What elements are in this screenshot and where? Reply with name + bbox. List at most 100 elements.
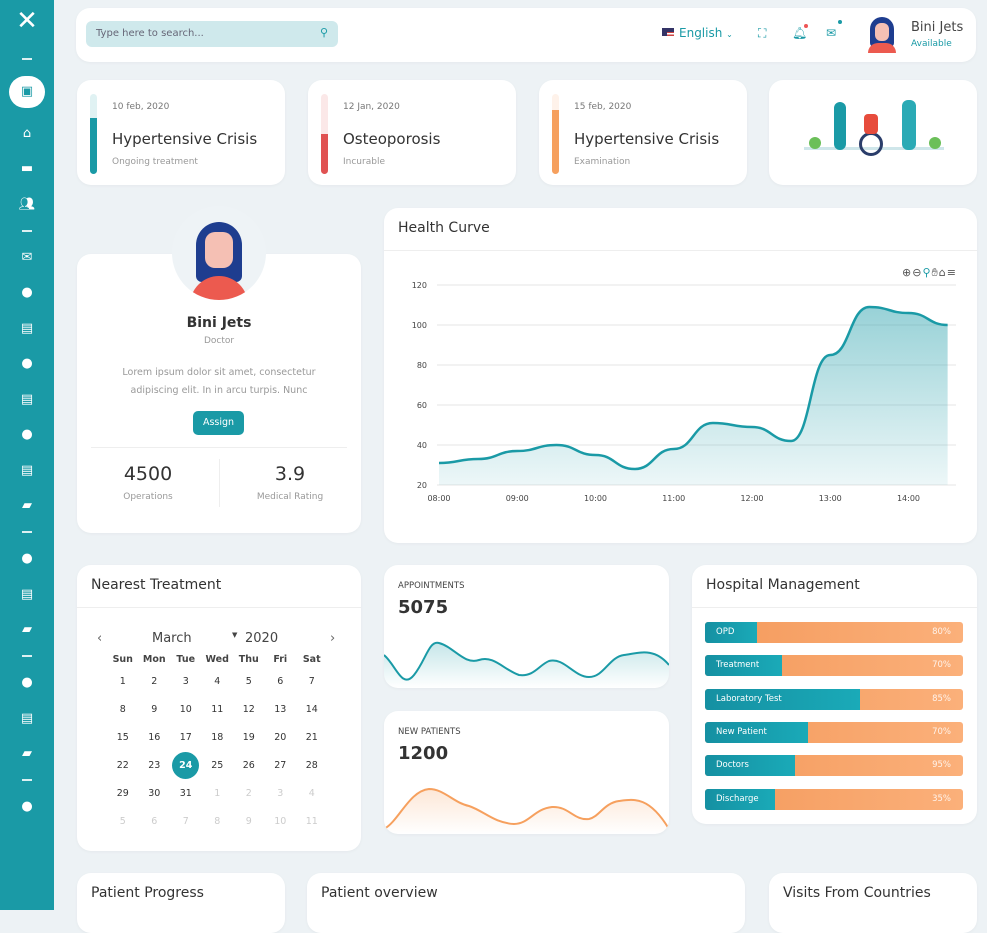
calendar-day[interactable]: 4: [296, 779, 328, 807]
sidebar-calendar-icon[interactable]: ▤: [20, 462, 34, 478]
stat-subtitle: Ongoing treatment: [112, 157, 198, 167]
management-bar: OPD 80%: [705, 622, 963, 643]
day-number: 6: [151, 815, 158, 827]
calendar-day[interactable]: 20: [265, 723, 297, 751]
health-area: [439, 307, 948, 485]
logo-icon[interactable]: ✕: [16, 6, 38, 36]
day-number: 26: [242, 759, 255, 771]
calendar-day[interactable]: 13: [265, 695, 297, 723]
next-month-button[interactable]: ›: [330, 631, 336, 646]
day-number: 21: [305, 731, 318, 743]
search-input[interactable]: Type here to search... ⚲: [86, 21, 338, 47]
calendar-day[interactable]: 10: [265, 807, 297, 835]
fullscreen-icon[interactable]: ⛶: [758, 26, 767, 40]
stat-card[interactable]: 10 feb, 2020 Hypertensive Crisis Ongoing…: [77, 80, 285, 185]
calendar-day[interactable]: 9: [139, 695, 171, 723]
top-bar: Type here to search... ⚲ English ⌄ ⛶ 🔔︎ ✉…: [76, 8, 976, 62]
pan-icon[interactable]: ✋︎: [931, 266, 939, 279]
language-select[interactable]: English ⌄: [662, 26, 733, 40]
calendar-day[interactable]: 2: [233, 779, 265, 807]
calendar-day[interactable]: 22: [107, 751, 139, 779]
calendar-day[interactable]: 28: [296, 751, 328, 779]
calendar-day[interactable]: 24: [170, 751, 202, 779]
sidebar-user-icon[interactable]: ●: [21, 799, 33, 814]
stat-card[interactable]: 15 feb, 2020 Hypertensive Crisis Examina…: [539, 80, 747, 185]
menu-icon[interactable]: ≡: [946, 266, 957, 279]
sidebar-hospital-icon[interactable]: ▣: [9, 75, 45, 108]
calendar-day[interactable]: 17: [170, 723, 202, 751]
calendar-day[interactable]: 19: [233, 723, 265, 751]
profile-avatar: [172, 206, 266, 300]
calendar-day[interactable]: 11: [296, 807, 328, 835]
day-number: 5: [119, 815, 126, 827]
calendar-day[interactable]: 8: [107, 695, 139, 723]
calendar-day[interactable]: 15: [107, 723, 139, 751]
avatar[interactable]: [868, 17, 896, 53]
selected-day[interactable]: 24: [172, 751, 200, 779]
day-number: 7: [182, 815, 189, 827]
sidebar-calendar-icon[interactable]: ▤: [20, 320, 34, 336]
mail-icon[interactable]: ✉: [826, 20, 842, 40]
bell-icon[interactable]: 🔔︎: [792, 24, 808, 40]
sidebar-calendar-icon[interactable]: ▤: [20, 586, 34, 602]
calendar-day[interactable]: 16: [139, 723, 171, 751]
calendar-day[interactable]: 21: [296, 723, 328, 751]
prev-month-button[interactable]: ‹: [97, 631, 103, 646]
assign-button[interactable]: Assign: [193, 411, 244, 435]
calendar-day[interactable]: 3: [265, 779, 297, 807]
year-input[interactable]: 2020: [245, 631, 279, 646]
sidebar-calendar-icon[interactable]: ▤: [20, 391, 34, 407]
zoom-out-icon[interactable]: ⊖: [912, 266, 923, 279]
calendar-day[interactable]: 26: [233, 751, 265, 779]
calendar-day[interactable]: 12: [233, 695, 265, 723]
calendar-day[interactable]: 18: [202, 723, 234, 751]
day-number: 2: [245, 787, 252, 799]
calendar-day[interactable]: 14: [296, 695, 328, 723]
sidebar-home-icon[interactable]: ⌂: [22, 125, 32, 141]
calendar-day[interactable]: 5: [107, 807, 139, 835]
calendar-day[interactable]: 6: [265, 667, 297, 695]
home-icon[interactable]: ⌂: [938, 266, 947, 279]
calendar-day[interactable]: 8: [202, 807, 234, 835]
management-percent: 70%: [932, 726, 951, 737]
sidebar-chat-icon[interactable]: ▰: [22, 746, 32, 761]
sidebar-user-icon[interactable]: ●: [21, 551, 33, 566]
calendar-day[interactable]: 29: [107, 779, 139, 807]
sidebar-user-icon[interactable]: ●: [21, 356, 33, 371]
sidebar-users-icon[interactable]: 👥︎: [18, 196, 36, 212]
calendar-day[interactable]: 25: [202, 751, 234, 779]
calendar-day[interactable]: 1: [107, 667, 139, 695]
calendar-day[interactable]: 9: [233, 807, 265, 835]
calendar-day[interactable]: 31: [170, 779, 202, 807]
search-zoom-icon[interactable]: ⚲: [922, 266, 932, 279]
sidebar-chat-icon[interactable]: ▰: [22, 622, 32, 637]
zoom-in-icon[interactable]: ⊕: [902, 266, 913, 279]
calendar-day[interactable]: 30: [139, 779, 171, 807]
sidebar-mail-icon[interactable]: ✉: [21, 249, 33, 265]
search-icon[interactable]: ⚲: [319, 26, 328, 39]
calendar-day[interactable]: 1: [202, 779, 234, 807]
management-label: Doctors: [716, 760, 749, 771]
sidebar-calendar-icon[interactable]: ▤: [20, 710, 34, 726]
calendar-day[interactable]: 23: [139, 751, 171, 779]
stat-card[interactable]: 12 Jan, 2020 Osteoporosis Incurable: [308, 80, 516, 185]
calendar-day[interactable]: 6: [139, 807, 171, 835]
calendar-day[interactable]: 3: [170, 667, 202, 695]
calendar-day[interactable]: 27: [265, 751, 297, 779]
month-select[interactable]: March: [152, 631, 192, 646]
calendar-day[interactable]: 4: [202, 667, 234, 695]
calendar-day[interactable]: 7: [296, 667, 328, 695]
calendar-day[interactable]: 7: [170, 807, 202, 835]
calendar-day[interactable]: 11: [202, 695, 234, 723]
sidebar-user-icon[interactable]: ●: [21, 285, 33, 300]
calendar-day[interactable]: 10: [170, 695, 202, 723]
sidebar-chat-icon[interactable]: ▰: [22, 498, 32, 513]
sidebar-user-icon[interactable]: ●: [21, 675, 33, 690]
sidebar-user-icon[interactable]: ●: [21, 427, 33, 442]
calendar-day[interactable]: 2: [139, 667, 171, 695]
hospital-management-card: Hospital Management OPD 80% Treatment 70% La…: [692, 565, 977, 824]
calendar-day[interactable]: 5: [233, 667, 265, 695]
operations-label: Operations: [123, 492, 173, 502]
management-bar: Laboratory Test 85%: [705, 688, 963, 710]
sidebar-briefcase-icon[interactable]: ▬: [20, 161, 34, 176]
